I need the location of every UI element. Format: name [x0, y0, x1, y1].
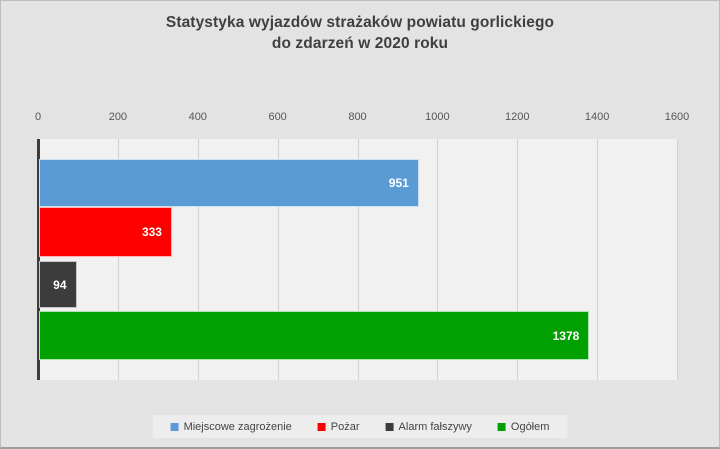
bar-ogolem: 1378 — [39, 311, 590, 360]
legend-marker-icon — [170, 422, 179, 431]
plot-area: 951 333 94 1378 — [37, 139, 678, 380]
bar-value-label: 333 — [141, 225, 162, 239]
bar-value-label: 94 — [53, 277, 67, 292]
gridline — [517, 139, 518, 380]
x-axis-tick-label: 1000 — [425, 111, 450, 123]
legend-label: Miejscowe zagrożenie — [183, 420, 292, 433]
y-axis-line — [37, 139, 40, 380]
bar-value-label: 1378 — [552, 328, 580, 343]
x-axis-tick-label: 1400 — [584, 111, 610, 123]
legend-marker-icon — [317, 422, 326, 431]
x-axis-tick-label: 600 — [268, 111, 287, 123]
x-axis-tick-label: 1600 — [664, 111, 690, 123]
legend-item: Miejscowe zagrożenie — [170, 420, 292, 433]
gridline — [198, 139, 199, 380]
x-axis-tick-label: 0 — [34, 111, 42, 123]
chart-title: Statystyka wyjazdów strażaków powiatu go… — [1, 12, 719, 54]
x-axis-tick-label: 400 — [188, 111, 207, 123]
bar-pozar: 333 — [39, 207, 172, 257]
gridline — [358, 139, 359, 380]
legend: Miejscowe zagrożenie Pożar Alarm fałszywy O… — [152, 415, 568, 438]
gridline — [278, 139, 279, 380]
gridline — [597, 139, 598, 380]
legend-label: Pożar — [330, 420, 360, 433]
legend-marker-icon — [497, 422, 506, 431]
x-axis-tick-label: 1200 — [505, 111, 530, 123]
gridline — [118, 139, 119, 380]
x-axis-tick-label: 800 — [348, 111, 367, 123]
chart-title-line-1: Statystyka wyjazdów strażaków powiatu go… — [165, 14, 555, 31]
bar-alarm-falszywy: 94 — [39, 261, 77, 308]
legend-label: Alarm fałszywy — [398, 420, 472, 433]
legend-label: Ogółem — [510, 420, 550, 433]
bar-miejscowe-zagrozenie: 951 — [39, 159, 419, 207]
chart-title-line-2: do zdarzeń w 2020 roku — [271, 35, 449, 52]
legend-marker-icon — [385, 422, 394, 431]
x-axis-tick-label: 200 — [108, 111, 128, 123]
legend-item: Ogółem — [497, 420, 550, 433]
bar-value-label: 951 — [388, 176, 409, 190]
legend-item: Alarm fałszywy — [385, 420, 472, 433]
x-axis: 0 200 400 600 800 1000 1200 1400 1600 — [34, 111, 689, 126]
gridline — [677, 139, 678, 380]
legend-item: Pożar — [317, 420, 360, 433]
gridline — [437, 139, 438, 380]
